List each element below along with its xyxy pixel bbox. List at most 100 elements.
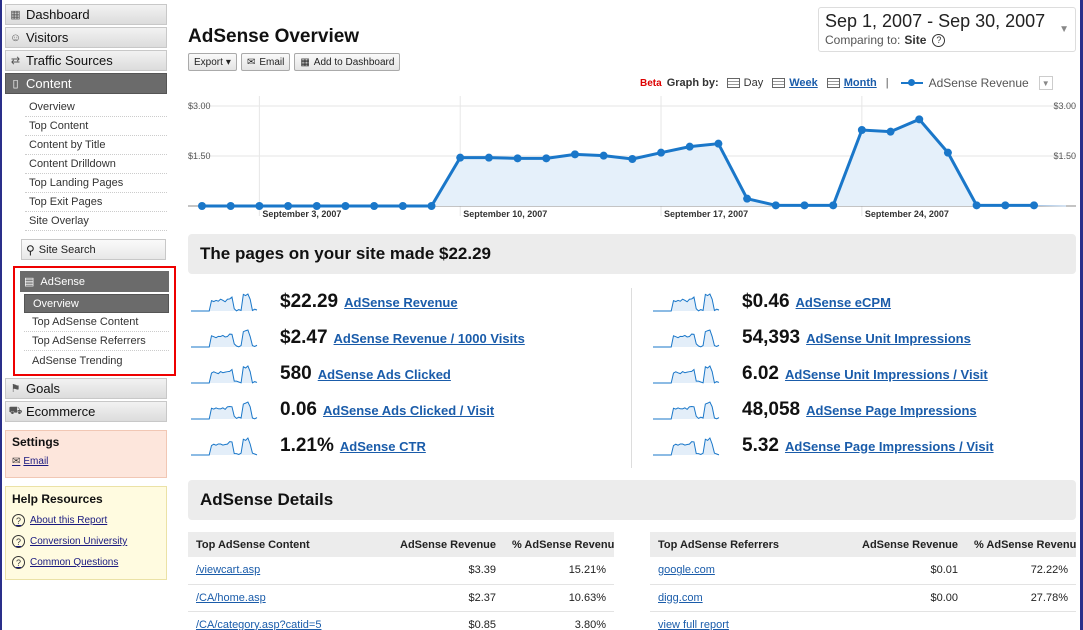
content-by-title-link[interactable]: Content by Title — [25, 136, 167, 155]
metric-link[interactable]: AdSense Page Impressions — [806, 402, 977, 418]
window-frame-right — [1080, 0, 1083, 630]
col-header-referrer[interactable]: Top AdSense Referrers — [650, 532, 850, 557]
metric-link[interactable]: AdSense Ads Clicked / Visit — [322, 402, 495, 418]
site-search-label: Site Search — [38, 243, 96, 256]
data-point — [857, 126, 866, 134]
nav-goals[interactable]: ⚑ Goals — [5, 378, 167, 399]
add-to-dashboard-button[interactable]: ▦ Add to Dashboard — [294, 53, 401, 71]
chevron-down-icon[interactable]: ▼ — [1059, 24, 1069, 35]
metric-link[interactable]: AdSense CTR — [339, 438, 426, 454]
sparkline-line — [653, 365, 720, 384]
date-range-picker[interactable]: Sep 1, 2007 - Sep 30, 2007 Comparing to:… — [818, 7, 1076, 52]
col-header-percent[interactable]: % AdSense Revenue — [504, 532, 614, 557]
nav-dashboard[interactable]: ▦ Dashboard — [5, 4, 167, 25]
data-point — [685, 142, 694, 151]
nav-content[interactable]: ▯ Content — [5, 73, 167, 94]
site-overlay-link[interactable]: Site Overlay — [25, 212, 167, 231]
settings-email-link[interactable]: ✉ Email — [12, 453, 160, 469]
nav-adsense[interactable]: ▤ AdSense — [20, 271, 169, 292]
content-overview-link[interactable]: Overview — [25, 98, 167, 117]
help-circle-icon[interactable]: ? — [932, 33, 946, 47]
col-header-content[interactable]: Top AdSense Content — [188, 532, 388, 557]
metric-row: $2.47 AdSense Revenue / 1000 Visits — [190, 320, 525, 356]
site-search-item[interactable]: ⚲ Site Search — [21, 239, 166, 260]
summary-panel: The pages on your site made $22.29 — [188, 234, 1076, 274]
view-full-report-link[interactable]: view full report — [658, 618, 729, 630]
conversion-university-label: Conversion University — [30, 536, 128, 547]
details-title: AdSense Details — [200, 490, 334, 509]
metrics-grid: $22.29 AdSense Revenue $2.47 AdSense Revenu… — [188, 284, 1076, 470]
about-report-link[interactable]: ? About this Report — [12, 510, 160, 531]
metric-link[interactable]: AdSense Ads Clicked — [317, 366, 451, 382]
top-adsense-referrers-link[interactable]: Top AdSense Referrers — [24, 332, 169, 351]
export-button[interactable]: Export ▾ — [188, 53, 237, 71]
metric-value: $22.29 — [280, 291, 339, 312]
series-line — [202, 117, 1034, 208]
graph-by-week[interactable]: Week — [772, 77, 818, 89]
sparkline-line — [191, 329, 258, 348]
help-circle-icon: ? — [12, 535, 25, 548]
sparkline-area — [653, 402, 719, 419]
conversion-university-link[interactable]: ? Conversion University — [12, 531, 160, 552]
nav-ecommerce[interactable]: ⛟ Ecommerce — [5, 401, 167, 422]
adsense-trending-link[interactable]: AdSense Trending — [32, 354, 123, 367]
sparkline — [191, 401, 258, 420]
graph-metric-selector[interactable]: AdSense Revenue — [900, 76, 1029, 90]
series-area — [202, 119, 1034, 206]
graph-metric-label: AdSense Revenue — [928, 76, 1029, 90]
data-point — [800, 201, 809, 210]
nav-dashboard-label: Dashboard — [26, 7, 90, 22]
metric-link[interactable]: AdSense Unit Impressions — [806, 330, 971, 346]
graph-by-day-label: Day — [743, 77, 764, 89]
nav-visitors[interactable]: ☺ Visitors — [5, 27, 167, 48]
referrer-link[interactable]: digg.com — [658, 591, 703, 604]
table-cell: 72.22% — [966, 557, 1076, 585]
metric-link[interactable]: AdSense Page Impressions / Visit — [784, 438, 994, 454]
col-header-percent[interactable]: % AdSense Revenue — [966, 532, 1076, 557]
chevron-down-icon[interactable]: ▼ — [1038, 76, 1053, 90]
content-page-link[interactable]: /CA/category.asp?catid=5 — [196, 618, 322, 630]
metric-value: 580 — [280, 363, 312, 384]
content-page-link[interactable]: /CA/home.asp — [196, 591, 266, 604]
top-landing-pages-link[interactable]: Top Landing Pages — [25, 174, 167, 193]
sparkline-line — [191, 401, 258, 420]
table-cell: $3.39 — [388, 557, 504, 585]
common-questions-link[interactable]: ? Common Questions — [12, 552, 160, 573]
top-adsense-content-link[interactable]: Top AdSense Content — [24, 313, 169, 332]
metric-link[interactable]: AdSense Revenue / 1000 Visits — [333, 330, 525, 346]
graph-by-day[interactable]: Day — [726, 77, 764, 89]
nav-goals-label: Goals — [26, 381, 60, 396]
data-point — [943, 148, 952, 157]
table-cell: $0.01 — [850, 557, 966, 585]
top-content-link[interactable]: Top Content — [25, 117, 167, 136]
settings-box: Settings ✉ Email — [5, 430, 167, 478]
data-point — [915, 115, 924, 124]
sparkline-area — [653, 294, 719, 311]
top-exit-pages-link[interactable]: Top Exit Pages — [25, 193, 167, 212]
content-page-link[interactable]: /viewcart.asp — [196, 564, 261, 577]
x-tick-label: September 3, 2007 — [262, 209, 341, 219]
metric-link[interactable]: AdSense Unit Impressions / Visit — [784, 366, 988, 382]
sparkline — [191, 293, 258, 312]
table-row: digg.com $0.00 27.78% — [650, 584, 1076, 612]
metric-row: 0.06 AdSense Ads Clicked / Visit — [190, 392, 525, 428]
metric-link[interactable]: AdSense Revenue — [344, 294, 458, 310]
graph-by-month[interactable]: Month — [826, 77, 877, 89]
metric-row: $0.46 AdSense eCPM — [652, 284, 994, 320]
table-cell: google.com — [650, 557, 850, 585]
content-drilldown-link[interactable]: Content Drilldown — [25, 155, 167, 174]
metric-row: $22.29 AdSense Revenue — [190, 284, 525, 320]
data-point — [198, 202, 206, 210]
nav-traffic-sources[interactable]: ⇄ Traffic Sources — [5, 50, 167, 71]
data-point — [714, 139, 723, 148]
adsense-overview-link[interactable]: Overview — [24, 294, 169, 313]
table-row: google.com $0.01 72.22% — [650, 557, 1076, 585]
email-button[interactable]: ✉ Email — [240, 53, 291, 71]
sparkline-area — [191, 402, 257, 419]
table-row: /CA/home.asp $2.37 10.63% — [188, 584, 614, 612]
metric-link[interactable]: AdSense eCPM — [795, 294, 891, 310]
nav-adsense-label: AdSense — [40, 275, 86, 288]
col-header-revenue[interactable]: AdSense Revenue — [850, 532, 966, 557]
col-header-revenue[interactable]: AdSense Revenue — [388, 532, 504, 557]
referrer-link[interactable]: google.com — [658, 564, 715, 577]
